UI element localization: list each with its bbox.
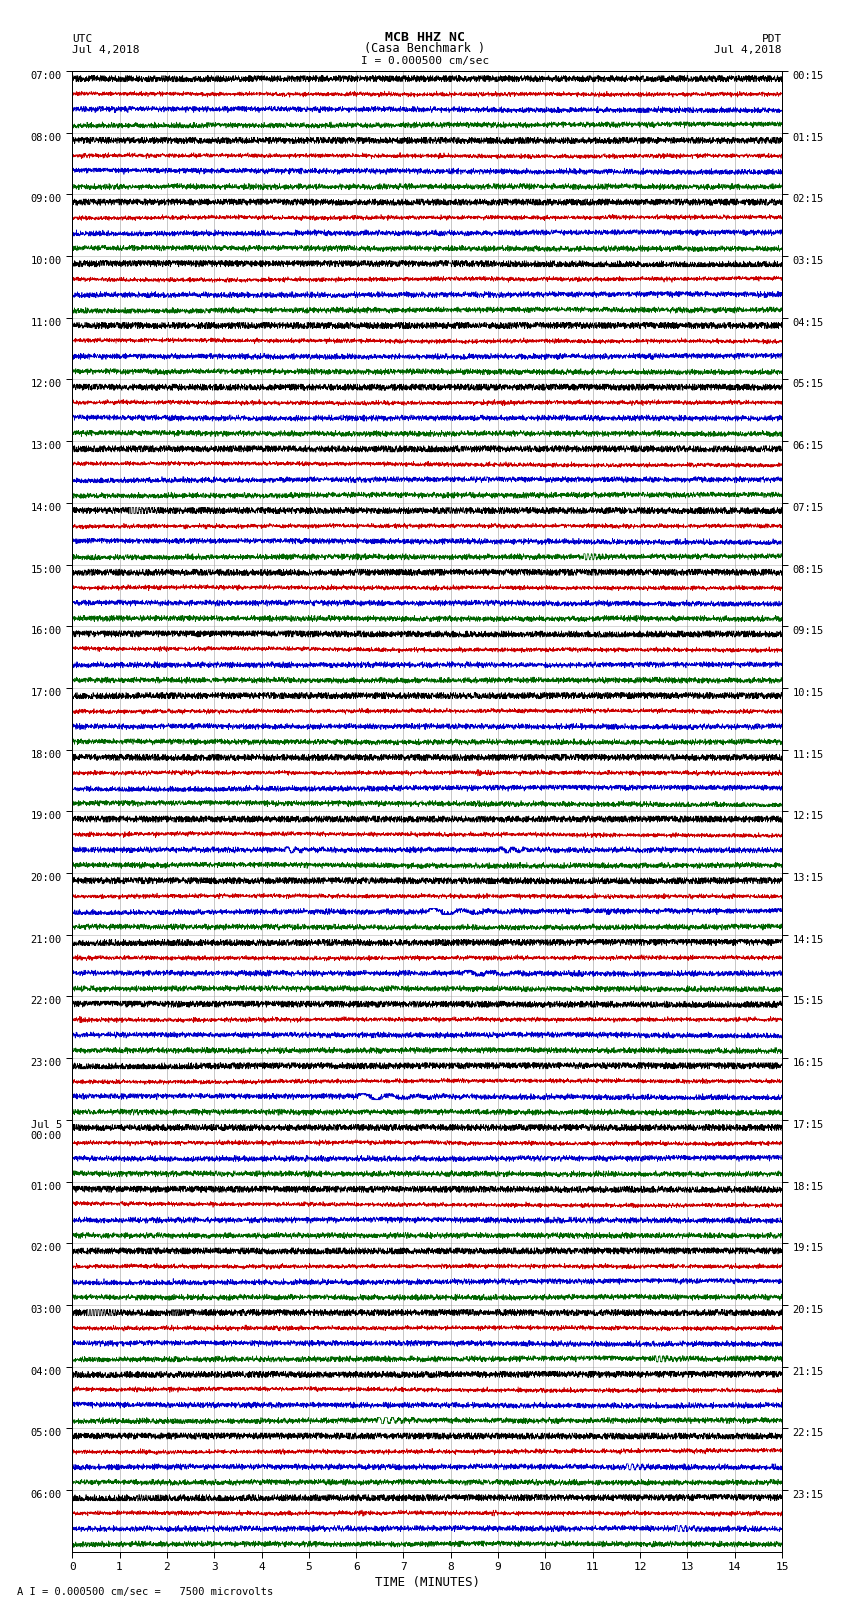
X-axis label: TIME (MINUTES): TIME (MINUTES)	[375, 1576, 479, 1589]
Text: I = 0.000500 cm/sec: I = 0.000500 cm/sec	[361, 56, 489, 66]
Text: A I = 0.000500 cm/sec =   7500 microvolts: A I = 0.000500 cm/sec = 7500 microvolts	[17, 1587, 273, 1597]
Text: MCB HHZ NC: MCB HHZ NC	[385, 31, 465, 44]
Text: PDT: PDT	[762, 34, 782, 44]
Text: Jul 4,2018: Jul 4,2018	[72, 45, 139, 55]
Text: (Casa Benchmark ): (Casa Benchmark )	[365, 42, 485, 55]
Text: Jul 4,2018: Jul 4,2018	[715, 45, 782, 55]
Text: UTC: UTC	[72, 34, 93, 44]
